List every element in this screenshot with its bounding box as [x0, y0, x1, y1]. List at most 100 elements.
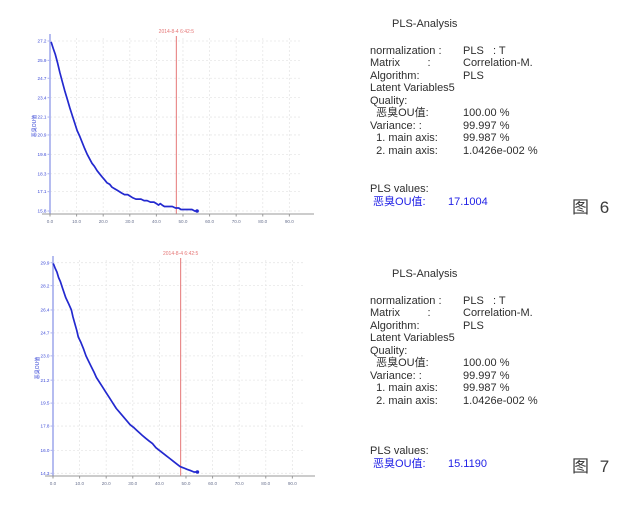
analysis-row-label: Algorithm: — [370, 69, 420, 82]
y-tick-label: 24.7 — [38, 76, 47, 81]
analysis-row: normalization : PLS : T — [370, 295, 620, 308]
analysis-row-label: Quality: — [370, 344, 408, 357]
y-tick-label: 21.2 — [41, 378, 50, 383]
analysis-row-label: 恶臭OU值: — [370, 107, 432, 119]
analysis-row-value: 99.997 % — [463, 119, 510, 132]
analysis-row-value: 1.0426e-002 % — [463, 394, 538, 407]
marker-label: 2014-8-4 6:42:5 — [163, 251, 199, 257]
x-tick-label: 20.0 — [102, 481, 111, 486]
x-tick-label: 40.0 — [155, 481, 164, 486]
x-tick-label: 70.0 — [235, 481, 244, 486]
x-tick-label: 30.0 — [128, 481, 137, 486]
analysis-row-label: 2. main axis: — [370, 394, 441, 407]
pls-result-row: 恶臭OU值: 15.1190 — [370, 458, 620, 471]
y-tick-label: 16.0 — [41, 448, 50, 453]
analysis-row: Quality: — [370, 95, 620, 108]
analysis-row-value: 100.00 % — [463, 357, 510, 369]
analysis-row: Variance: : 99.997 % — [370, 370, 620, 383]
pls-values-label: PLS values: — [370, 445, 429, 457]
y-tick-label: 17.1 — [38, 189, 47, 194]
x-tick-label: 50.0 — [182, 481, 191, 486]
analysis-row: 2. main axis: 1.0426e-002 % — [370, 145, 620, 158]
analysis-row-label: Algorithm: — [370, 319, 420, 332]
x-tick-label: 60.0 — [208, 481, 217, 486]
y-tick-label: 24.7 — [41, 331, 50, 336]
pls-analysis-panel-2: PLS-Analysis normalization : PLS : T Matr… — [370, 268, 620, 470]
marker-label: 2014-8-4 6:42:5 — [159, 29, 195, 35]
analysis-row-value: PLS — [463, 69, 484, 82]
y-tick-label: 25.9 — [38, 58, 47, 63]
result-label: 恶臭OU值: — [370, 457, 432, 470]
analysis-row-value: PLS : T — [463, 294, 506, 307]
y-axis-title: 恶臭OU值 — [34, 357, 41, 380]
analysis-row-value: 1.0426e-002 % — [463, 144, 538, 157]
analysis-row: normalization : PLS : T — [370, 45, 620, 58]
analysis-row: Matrix : Correlation-M. — [370, 57, 620, 70]
analysis-row-label: 2. main axis: — [370, 144, 441, 157]
x-tick-label: 0.0 — [50, 481, 57, 486]
analysis-row: Variance: : 99.997 % — [370, 120, 620, 133]
x-tick-label: 80.0 — [261, 481, 270, 486]
pls-values-block: PLS values: 恶臭OU值: 17.1004 — [370, 183, 620, 208]
analysis-rows: normalization : PLS : T Matrix : Correlat… — [370, 295, 620, 408]
x-tick-label: 60.0 — [205, 219, 214, 224]
analysis-rows: normalization : PLS : T Matrix : Correlat… — [370, 45, 620, 158]
analysis-row: Latent Variables5 — [370, 332, 620, 345]
x-tick-label: 20.0 — [99, 219, 108, 224]
result-value: 15.1190 — [448, 457, 487, 470]
analysis-row-value: 99.987 % — [463, 382, 510, 394]
panel-title: PLS-Analysis — [392, 268, 458, 280]
y-tick-label: 17.8 — [41, 424, 50, 429]
analysis-row-label: 1. main axis: — [370, 382, 441, 394]
result-label: 恶臭OU值: — [370, 195, 432, 208]
pls-values-block: PLS values: 恶臭OU值: 15.1190 — [370, 445, 620, 470]
pls-values-label: PLS values: — [370, 183, 429, 195]
curve-end-point — [195, 209, 199, 213]
y-tick-label: 19.5 — [41, 401, 50, 406]
panel-title: PLS-Analysis — [392, 18, 458, 30]
y-tick-label: 27.2 — [38, 39, 47, 44]
x-tick-label: 40.0 — [152, 219, 161, 224]
x-tick-label: 30.0 — [125, 219, 134, 224]
x-tick-label: 70.0 — [232, 219, 241, 224]
y-tick-label: 23.4 — [38, 95, 47, 100]
data-curve — [52, 263, 199, 473]
y-tick-label: 20.9 — [38, 133, 47, 138]
analysis-row-value: Correlation-M. — [463, 307, 533, 319]
x-tick-label: 10.0 — [72, 219, 81, 224]
analysis-row-label: normalization : — [370, 44, 445, 57]
y-tick-label: 29.9 — [41, 260, 50, 265]
analysis-row-label: Latent Variables5 — [370, 332, 455, 344]
analysis-row-label: Variance: : — [370, 369, 425, 382]
analysis-row: Matrix : Correlation-M. — [370, 307, 620, 320]
analysis-row: Quality: — [370, 345, 620, 358]
x-tick-label: 90.0 — [288, 481, 297, 486]
y-tick-label: 28.2 — [41, 283, 50, 288]
analysis-row: 1. main axis: 99.987 % — [370, 132, 620, 145]
x-tick-label: 90.0 — [285, 219, 294, 224]
analysis-row-value: 99.997 % — [463, 369, 510, 382]
analysis-row: 恶臭OU值: 100.00 % — [370, 357, 620, 370]
y-tick-label: 26.4 — [41, 308, 50, 313]
analysis-row-value: PLS : T — [463, 44, 506, 57]
analysis-row: 恶臭OU值: 100.00 % — [370, 107, 620, 120]
result-value: 17.1004 — [448, 195, 488, 208]
analysis-row: Latent Variables5 — [370, 82, 620, 95]
analysis-row-label: 恶臭OU值: — [370, 357, 432, 369]
x-tick-label: 0.0 — [47, 219, 54, 224]
analysis-row-label: Latent Variables5 — [370, 82, 455, 94]
analysis-row-label: Matrix : — [370, 307, 437, 319]
x-tick-label: 50.0 — [179, 219, 188, 224]
y-tick-label: 18.3 — [38, 171, 47, 176]
pls-result-row: 恶臭OU值: 17.1004 — [370, 196, 620, 209]
x-tick-label: 80.0 — [258, 219, 267, 224]
analysis-row: 2. main axis: 1.0426e-002 % — [370, 395, 620, 408]
analysis-row: Algorithm: PLS — [370, 70, 620, 83]
analysis-row-label: 1. main axis: — [370, 132, 441, 144]
ou-decay-chart-fig6: 2014-8-4 6:42:5 0.0 10.0 20.0 30.0 40.0 50.0 60… — [31, 29, 314, 224]
x-tick-label: 10.0 — [75, 481, 84, 486]
figure-caption-7: 图 7 — [572, 457, 613, 476]
figure-caption-6: 图 6 — [572, 198, 613, 217]
y-tick-label: 15.8 — [38, 209, 47, 214]
